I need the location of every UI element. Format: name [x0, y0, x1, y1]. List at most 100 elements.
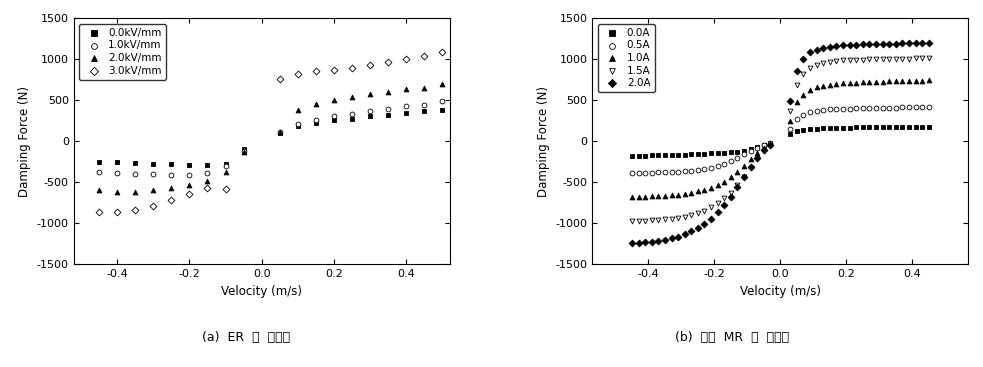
2.0kV/mm [127, 189, 144, 195]
1.0A [829, 81, 844, 87]
1.0kV/mm [163, 172, 179, 178]
1.5A [631, 218, 647, 224]
0.0A [901, 124, 917, 130]
0.5A [690, 167, 706, 173]
0.5A [875, 105, 891, 110]
2.0A [914, 40, 930, 46]
1.5A [703, 204, 719, 210]
1.5A [624, 218, 640, 224]
0.0A [921, 124, 937, 130]
1.0kV/mm [272, 129, 288, 135]
0.0kV/mm [434, 107, 450, 113]
1.5A [809, 62, 825, 68]
0.0A [914, 124, 930, 130]
2.0A [637, 239, 653, 245]
1.0kV/mm [182, 172, 198, 178]
1.0A [855, 79, 871, 85]
1.5A [683, 212, 699, 218]
0.0A [631, 153, 647, 159]
2.0A [729, 185, 745, 190]
1.0A [736, 163, 752, 169]
1.5A [782, 108, 798, 114]
2.0A [697, 221, 713, 226]
Text: (a)  ER  속  업소버: (a) ER 속 업소버 [202, 331, 290, 344]
0.0kV/mm [290, 123, 306, 129]
2.0A [710, 210, 725, 215]
3.0kV/mm [163, 197, 179, 203]
2.0A [809, 47, 825, 52]
1.0A [882, 79, 897, 84]
1.5A [697, 208, 713, 214]
0.0A [690, 151, 706, 157]
0.5A [644, 170, 660, 176]
2.0A [802, 49, 818, 55]
1.0A [841, 80, 857, 86]
1.0A [756, 145, 772, 150]
1.5A [664, 216, 679, 222]
1.5A [756, 148, 772, 154]
0.5A [921, 104, 937, 110]
1.0kV/mm [145, 171, 161, 177]
3.0kV/mm [434, 48, 450, 54]
2.0kV/mm [91, 187, 107, 193]
1.0kV/mm [434, 98, 450, 104]
0.5A [743, 148, 759, 154]
0.0A [789, 128, 805, 134]
1.0kV/mm [380, 106, 396, 112]
0.0A [895, 124, 910, 130]
1.5A [907, 55, 923, 61]
0.0A [841, 124, 857, 130]
1.0A [836, 80, 851, 86]
0.0kV/mm [344, 116, 360, 122]
0.0A [782, 131, 798, 137]
1.0A [795, 92, 811, 98]
0.0A [736, 148, 752, 154]
0.5A [710, 163, 725, 169]
0.0A [809, 126, 825, 131]
0.0kV/mm [91, 159, 107, 165]
0.0kV/mm [326, 117, 342, 123]
0.0A [836, 125, 851, 131]
1.5A [921, 55, 937, 61]
1.0A [895, 78, 910, 84]
1.0A [802, 87, 818, 92]
1.0A [624, 194, 640, 200]
1.5A [637, 218, 653, 224]
0.0A [763, 140, 779, 146]
1.0kV/mm [362, 108, 377, 114]
0.0A [710, 150, 725, 156]
0.0kV/mm [362, 113, 377, 119]
0.0kV/mm [308, 120, 323, 126]
0.5A [841, 106, 857, 112]
1.0A [697, 187, 713, 193]
1.5A [723, 190, 739, 196]
2.0A [815, 45, 831, 51]
0.5A [736, 152, 752, 157]
0.5A [651, 170, 666, 175]
0.5A [829, 106, 844, 112]
3.0kV/mm [344, 65, 360, 71]
1.0A [637, 194, 653, 200]
1.5A [829, 58, 844, 64]
2.0A [717, 202, 732, 208]
1.0A [822, 81, 838, 87]
0.0A [848, 124, 864, 130]
1.5A [729, 182, 745, 188]
1.0A [644, 193, 660, 199]
0.0A [664, 152, 679, 158]
X-axis label: Velocity (m/s): Velocity (m/s) [221, 285, 302, 298]
0.0A [723, 149, 739, 155]
1.0A [651, 193, 666, 199]
1.5A [815, 60, 831, 66]
1.5A [795, 72, 811, 77]
2.0A [723, 194, 739, 200]
1.0A [710, 182, 725, 188]
1.0A [683, 190, 699, 196]
1.0A [914, 78, 930, 84]
1.5A [789, 82, 805, 88]
2.0kV/mm [362, 91, 377, 97]
1.5A [882, 56, 897, 62]
0.5A [729, 155, 745, 161]
1.0A [743, 156, 759, 162]
0.0kV/mm [236, 146, 252, 152]
